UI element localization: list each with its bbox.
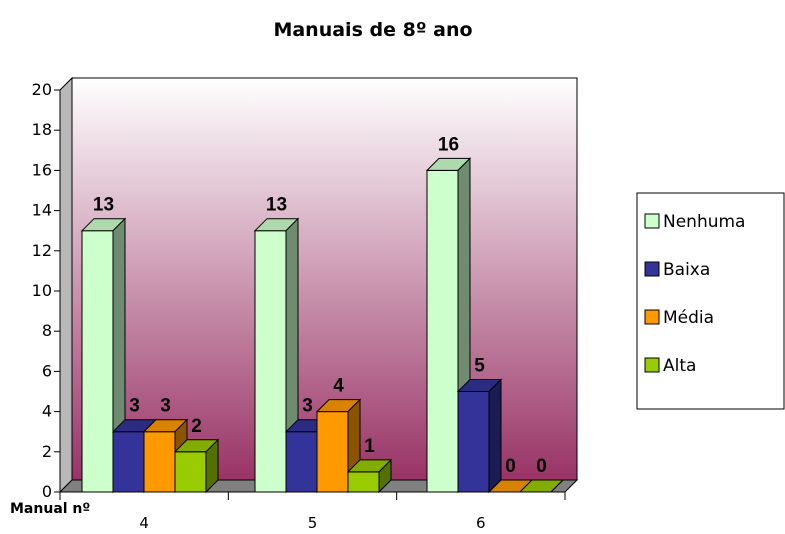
bar <box>346 458 393 494</box>
data-label: 5 <box>474 356 485 377</box>
bar-side-face <box>488 378 502 494</box>
x-category-label: 4 <box>139 514 149 532</box>
bar <box>80 217 127 494</box>
bar-side-face <box>378 458 392 494</box>
legend-label: Alta <box>663 356 696 376</box>
y-tick-label: 8 <box>42 321 52 340</box>
data-label: 2 <box>191 416 202 437</box>
bar <box>518 479 565 493</box>
bar-front-face <box>316 411 349 493</box>
y-tick-label: 12 <box>32 241 52 260</box>
legend-label: Nenhuma <box>663 212 745 232</box>
legend-box <box>636 192 785 410</box>
x-axis-title: Manual nº <box>10 501 90 517</box>
legend: Nenhuma Baixa Média Alta <box>636 192 785 410</box>
bar-side-face <box>550 479 564 493</box>
bar-front-face <box>254 230 287 493</box>
data-label: 16 <box>438 134 459 155</box>
bar <box>173 438 220 494</box>
legend-swatch <box>644 309 660 325</box>
bar <box>456 378 503 494</box>
bar <box>142 418 189 494</box>
y-tick-label: 4 <box>42 402 52 421</box>
legend-label: Baixa <box>663 260 710 280</box>
x-category-label: 5 <box>308 514 318 532</box>
bar-side-face <box>205 438 219 494</box>
y-tick-label: 6 <box>42 361 52 380</box>
bar-front-face <box>426 169 459 493</box>
data-label: 13 <box>266 195 287 216</box>
bar-front-face <box>347 471 380 493</box>
y-tick-label: 18 <box>32 120 52 139</box>
data-label: 0 <box>536 456 547 477</box>
data-label: 3 <box>129 396 140 417</box>
data-label: 4 <box>333 376 344 397</box>
y-tick-label: 16 <box>32 160 52 179</box>
bar <box>253 217 300 494</box>
y-tick-label: 14 <box>32 201 52 220</box>
bar-front-face <box>112 431 145 493</box>
y-tick-label: 20 <box>32 80 52 99</box>
y-tick-label: 0 <box>42 482 52 501</box>
bar-front-face <box>285 431 318 493</box>
bar-front-face <box>174 451 207 493</box>
side-wall <box>59 76 73 494</box>
data-label: 13 <box>93 195 114 216</box>
legend-swatch <box>644 213 660 229</box>
x-category-label: 6 <box>476 514 486 532</box>
legend-swatch <box>644 261 660 277</box>
bar-front-face <box>81 230 114 493</box>
data-label: 1 <box>364 436 375 457</box>
bar-front-face <box>457 391 490 493</box>
data-label: 0 <box>505 456 516 477</box>
y-tick-label: 10 <box>32 281 52 300</box>
chart-title: Manuais de 8º ano <box>273 19 472 41</box>
y-tick-label: 2 <box>42 442 52 461</box>
bar-front-face <box>143 431 176 493</box>
data-label: 3 <box>160 396 171 417</box>
legend-label: Média <box>663 308 714 328</box>
data-label: 3 <box>302 396 313 417</box>
legend-swatch <box>644 357 660 373</box>
